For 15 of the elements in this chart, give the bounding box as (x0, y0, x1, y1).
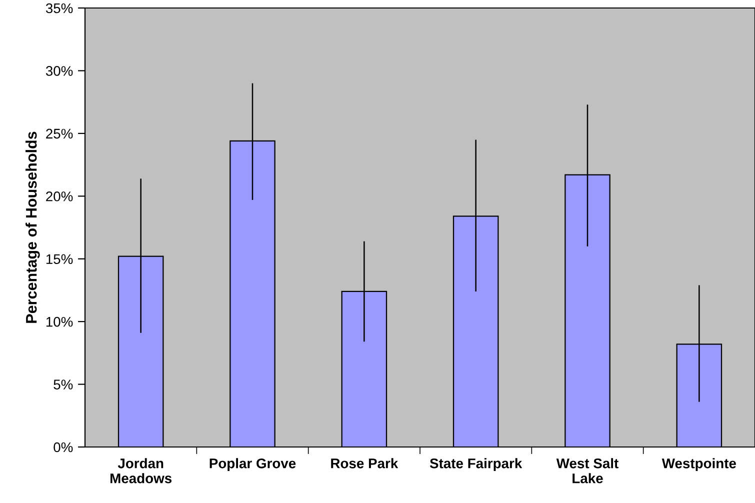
y-tick-label: 30% (46, 66, 73, 76)
y-tick-label: 35% (46, 3, 73, 14)
y-tick-label: 0% (54, 442, 73, 452)
y-tick-label: 25% (46, 128, 73, 139)
y-tick-label: 10% (46, 316, 73, 327)
x-tick-label: Jordan Meadows (110, 458, 172, 484)
x-tick-label: State Fairpark (430, 458, 522, 472)
y-tick-label: 20% (46, 191, 73, 202)
y-tick-label: 15% (46, 254, 73, 264)
y-tick-label: 5% (54, 380, 73, 390)
x-tick-label: Rose Park (331, 458, 398, 468)
x-tick-label: Poplar Grove (210, 458, 296, 472)
x-tick-label: Westpointe (662, 458, 736, 472)
y-axis-title: Percentage of Households (26, 132, 40, 323)
x-tick-label: West Salt Lake (556, 458, 618, 484)
